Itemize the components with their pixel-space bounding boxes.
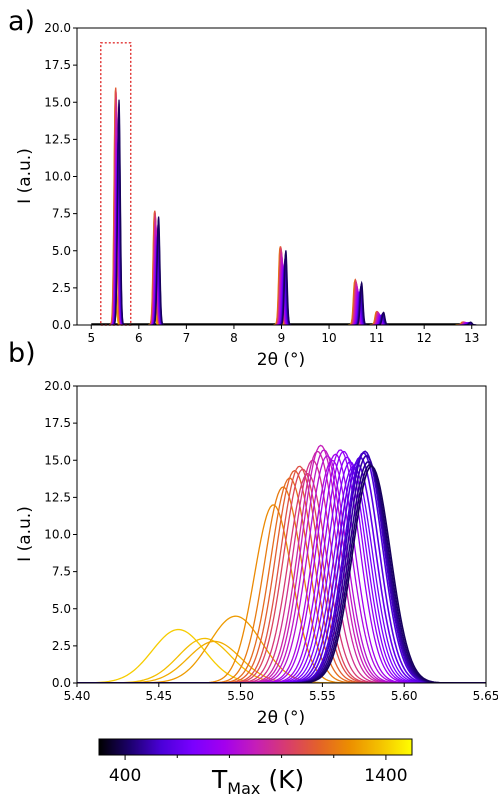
- panel-b-x-tick-label: 5.55: [309, 689, 336, 703]
- panel-b-frame: [76, 385, 487, 684]
- panel-a-y-tick-label: 5.0: [52, 244, 71, 258]
- panel-a-x-tick-label: 7: [183, 331, 191, 345]
- panel-a-y-tick-label: 12.5: [44, 132, 71, 146]
- panel-b-curve: [77, 450, 486, 683]
- panel-a-y-label: I (a.u.): [15, 148, 35, 204]
- panel-a-peaks: [91, 87, 477, 325]
- colorbar-tick-label: 1400: [364, 766, 407, 786]
- panel-b-x-tick-label: 5.50: [227, 689, 254, 703]
- panel-b-curve: [77, 486, 486, 683]
- panel-a-peak: [152, 216, 165, 325]
- panel-a-x-tick-label: 11: [369, 331, 384, 345]
- panel-a-y-tick-label: 2.5: [52, 281, 71, 295]
- panel-b-y-ticks: 0.0 2.5 5.0 7.5 10.0 12.5 15.0 17.5 20.0: [44, 379, 77, 690]
- colorbar-gradient: [98, 738, 413, 756]
- panel-label-a: a): [8, 6, 35, 37]
- panel-b-x-tick-label: 5.65: [473, 689, 498, 703]
- panel-b-y-tick-label: 10.0: [44, 528, 71, 542]
- colorbar-label: TMax (K): [211, 765, 304, 798]
- panel-a-x-tick-label: 13: [464, 331, 479, 345]
- panel-b-series: [77, 444, 486, 683]
- panel-b-curve: [77, 468, 486, 683]
- panel-b-curve: [77, 455, 486, 683]
- panel-b-x-label: 2θ (°): [257, 708, 305, 728]
- panel-a-y-ticks: 0.0 2.5 5.0 7.5 10.0 12.5 15.0 17.5 20.0: [44, 21, 77, 332]
- panel-a-y-tick-label: 10.0: [44, 170, 71, 184]
- panel-b-curve: [77, 464, 486, 683]
- panel-b-x-tick-label: 5.60: [391, 689, 418, 703]
- panel-b-y-tick-label: 12.5: [44, 490, 71, 504]
- colorbar: 400 1400 TMax (K): [98, 738, 413, 798]
- panel-a-x-tick-label: 6: [135, 331, 143, 345]
- panel-b-y-tick-label: 2.5: [52, 639, 71, 653]
- panel-b-curve: [77, 449, 486, 683]
- panel-b-x-tick-label: 5.40: [64, 689, 91, 703]
- panel-b-y-tick-label: 20.0: [44, 379, 71, 393]
- panel-b-curve: [77, 444, 486, 683]
- panel-label-b: b): [8, 338, 36, 369]
- panel-a-y-tick-label: 0.0: [52, 318, 71, 332]
- panel-b-y-tick-label: 7.5: [52, 565, 71, 579]
- panel-b: 5.40 5.45 5.50 5.55 5.60 5.65 0.0 2.5 5.0 7.5 10.…: [15, 379, 498, 728]
- panel-b-curve: [77, 459, 486, 683]
- colorbar-label-subscript: Max: [227, 779, 260, 798]
- panel-b-y-tick-label: 0.0: [52, 676, 71, 690]
- panel-a-y-tick-label: 20.0: [44, 21, 71, 35]
- panel-a: 5 6 7 8 9 10 11 12 13 0.0 2.5 5.0 7.5 10.0 12.5 15.0 17…: [15, 21, 487, 370]
- panel-a-y-tick-label: 15.0: [44, 95, 71, 109]
- panel-b-y-tick-label: 5.0: [52, 602, 71, 616]
- panel-a-peak: [355, 280, 368, 325]
- panel-a-x-tick-label: 9: [278, 331, 286, 345]
- panel-b-curve: [77, 504, 486, 683]
- panel-b-curve: [77, 472, 486, 683]
- panel-a-peak: [280, 250, 292, 325]
- panel-a-x-ticks: 5 6 7 8 9 10 11 12 13: [87, 325, 479, 345]
- panel-b-y-label: I (a.u.): [15, 506, 35, 562]
- panel-b-x-tick-label: 5.45: [145, 689, 172, 703]
- panel-a-y-tick-label: 17.5: [44, 58, 71, 72]
- panel-b-curve: [77, 477, 486, 683]
- panel-a-x-tick-label: 5: [87, 331, 95, 345]
- panel-a-y-tick-label: 7.5: [52, 207, 71, 221]
- colorbar-ticks: 400 1400: [109, 755, 408, 786]
- panel-b-y-tick-label: 15.0: [44, 453, 71, 467]
- panel-b-curve: [77, 469, 486, 683]
- panel-a-x-label: 2θ (°): [257, 350, 305, 370]
- panel-a-x-tick-label: 8: [230, 331, 238, 345]
- panel-a-peak: [113, 99, 125, 325]
- panel-b-y-tick-label: 17.5: [44, 416, 71, 430]
- panel-b-curve: [77, 465, 486, 683]
- colorbar-tick-label: 400: [109, 766, 141, 786]
- panel-a-x-tick-label: 12: [417, 331, 432, 345]
- panel-b-curve: [77, 465, 486, 683]
- panel-b-x-ticks: 5.40 5.45 5.50 5.55 5.60 5.65: [64, 683, 498, 703]
- panel-a-x-tick-label: 10: [321, 331, 336, 345]
